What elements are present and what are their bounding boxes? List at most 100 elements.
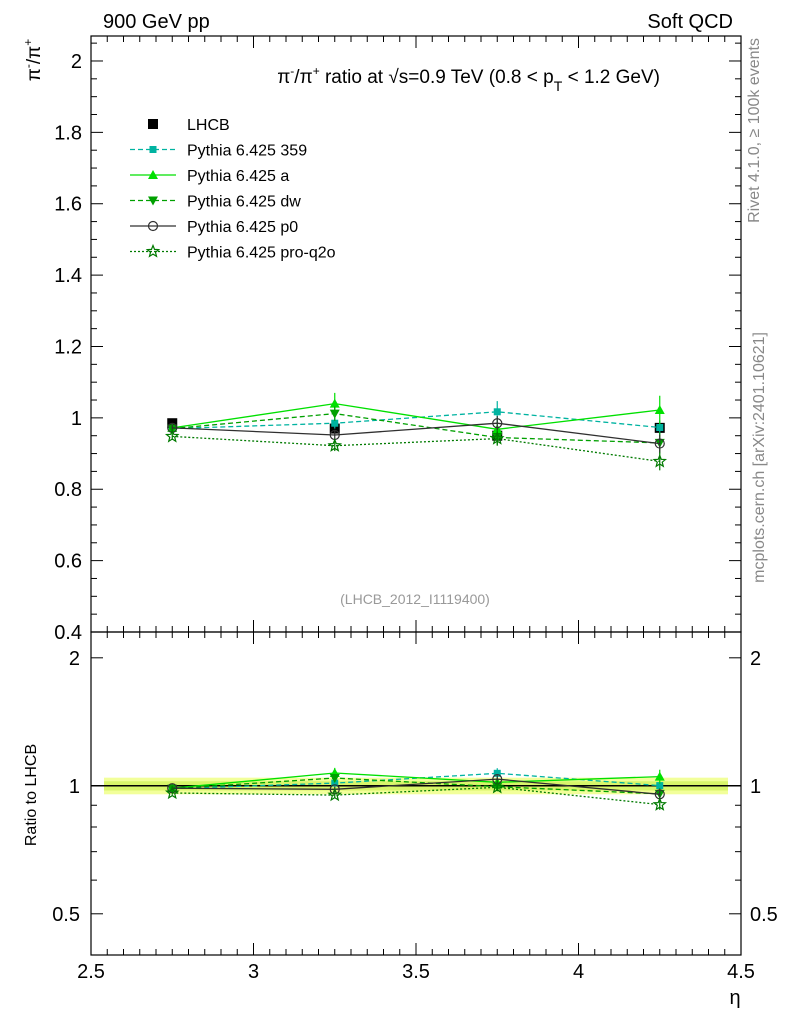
legend: LHCB Pythia 6.425 359 Pythia 6.425 a Pythia… xyxy=(130,117,336,262)
title-sup-minus: - xyxy=(290,64,294,78)
ratio-series-line xyxy=(172,778,660,795)
title-sub-t: T xyxy=(554,78,563,94)
legend-item-pythia-6-425-359: Pythia 6.425 359 xyxy=(130,143,307,160)
series-pythia-6-425-dw xyxy=(167,406,665,454)
ylabel-sup-minus: - xyxy=(21,64,35,68)
title-pi: π xyxy=(277,67,290,88)
data-point xyxy=(489,430,505,445)
data-point xyxy=(331,419,339,427)
legend-marker xyxy=(149,146,157,153)
title-sup-plus: + xyxy=(313,64,320,78)
ratio-series-line xyxy=(172,777,660,795)
data-point xyxy=(164,428,180,443)
ratio-y-tick-label-right: 1 xyxy=(750,776,761,798)
header-left-label: 900 GeV pp xyxy=(103,11,210,33)
ylabel-pi-minus: π xyxy=(24,68,45,81)
ratio-data-point xyxy=(656,782,664,790)
series-line-pythia-6-425-dw xyxy=(172,412,660,444)
legend-label: Pythia 6.425 pro-q2o xyxy=(187,245,336,262)
legend-marker xyxy=(148,119,158,129)
ratio-data-point xyxy=(654,771,665,781)
main-y-tick-label: 0.6 xyxy=(54,551,82,573)
legend-marker xyxy=(148,196,158,206)
ratio-data-point xyxy=(329,774,340,784)
data-point xyxy=(167,422,178,433)
data-point xyxy=(654,405,665,415)
main-y-tick-label: 1 xyxy=(71,408,82,430)
series-line-pythia-6-425-a xyxy=(172,402,660,430)
series-pythia-6-425-p0 xyxy=(167,416,665,453)
legend-item-pythia-6-425-dw: Pythia 6.425 dw xyxy=(130,194,301,211)
legend-marker xyxy=(147,220,159,232)
main-y-tick-label: 0.4 xyxy=(54,622,82,644)
ratio-series-line xyxy=(172,786,660,806)
legend-item-pythia-6-425-p0: Pythia 6.425 p0 xyxy=(130,219,298,236)
title-tail: < 1.2 GeV) xyxy=(562,67,660,88)
x-tick-label: 4 xyxy=(573,961,584,983)
title-s-energy: s=0.9 TeV (0.8 < p xyxy=(399,67,554,88)
legend-label: Pythia 6.425 a xyxy=(187,168,289,185)
series-line-pythia-6-425-p0 xyxy=(172,422,660,445)
legend-item-pythia-6-425-a: Pythia 6.425 a xyxy=(130,168,289,185)
ratio-data-point xyxy=(492,773,503,785)
legend-marker xyxy=(145,243,161,258)
ratio-data-point xyxy=(652,796,668,811)
legend-item-pythia-6-425-pro-q2o: Pythia 6.425 pro-q2o xyxy=(130,243,336,262)
data-point xyxy=(652,453,668,468)
x-tick-label: 2.5 xyxy=(77,961,105,983)
legend-item-lhcb: LHCB xyxy=(148,117,230,134)
x-tick-label: 3.5 xyxy=(402,961,430,983)
ratio-y-tick-label-right: 0.5 xyxy=(750,904,778,926)
data-point xyxy=(327,438,343,452)
data-point xyxy=(656,424,664,432)
tick-layer: 2.5 3 3.5 4 4.5 0.4 0.6 0.8 1 1.2 1.4 1.6 1.8 2 0.5 0.5… xyxy=(52,36,778,983)
legend-label: Pythia 6.425 p0 xyxy=(187,219,298,236)
ratio-series-pythia-6-425-pro-q2o xyxy=(164,779,668,811)
analysis-watermark: (LHCB_2012_I1119400) xyxy=(340,591,490,607)
series-layer xyxy=(164,392,668,811)
data-point xyxy=(654,438,665,449)
x-tick-label: 4.5 xyxy=(727,961,755,983)
legend-marker xyxy=(148,170,158,179)
ratio-y-tick-label: 0.5 xyxy=(52,904,80,926)
x-axis-label: η xyxy=(729,987,740,1009)
data-point xyxy=(492,418,503,429)
ylabel-slash-pi: /π xyxy=(24,46,45,64)
title-slash-pi: /π xyxy=(294,67,312,88)
title-sqrt: √ xyxy=(388,67,399,88)
series-line-pythia-6-425-359 xyxy=(172,411,660,430)
main-y-tick-label: 1.6 xyxy=(54,194,82,216)
series-pythia-6-425-pro-q2o xyxy=(164,428,668,471)
legend-label: Pythia 6.425 359 xyxy=(187,143,307,160)
mcplots-label: mcplots.cern.ch [arXiv:2401.10621] xyxy=(751,332,768,583)
main-y-tick-label: 2 xyxy=(71,51,82,73)
series-line-pythia-6-425-pro-q2o xyxy=(172,435,660,463)
main-y-tick-label: 1.8 xyxy=(54,122,82,144)
chart-title: π-/π+ ratio at √s=0.9 TeV (0.8 < pT < 1.… xyxy=(277,64,660,94)
ratio-data-point xyxy=(489,779,505,794)
main-y-axis-label: π-/π+ xyxy=(21,39,45,82)
ratio-series-line xyxy=(172,772,660,789)
rivet-label: Rivet 4.1.0, ≥ 100k events xyxy=(746,38,763,223)
ratio-data-point xyxy=(331,779,339,787)
main-y-tick-label: 0.8 xyxy=(54,479,82,501)
ratio-y-axis-label: Ratio to LHCB xyxy=(23,744,40,846)
x-tick-label: 3 xyxy=(248,961,259,983)
ratio-y-tick-label-right: 2 xyxy=(750,648,761,670)
band-layer xyxy=(91,777,741,795)
legend-label: Pythia 6.425 dw xyxy=(187,194,301,211)
legend-label: LHCB xyxy=(187,117,230,134)
ratio-data-point xyxy=(493,769,501,777)
header-right-label: Soft QCD xyxy=(647,11,733,33)
ratio-data-point xyxy=(164,785,180,800)
ylabel-sup-plus: + xyxy=(21,39,35,46)
title-ratio-at: ratio at xyxy=(320,67,389,88)
ratio-y-tick-label: 1 xyxy=(69,776,80,798)
main-y-tick-label: 1.4 xyxy=(54,265,82,287)
ratio-data-point xyxy=(327,787,343,802)
data-point xyxy=(493,408,501,416)
data-point xyxy=(329,409,340,419)
data-point xyxy=(329,398,340,408)
